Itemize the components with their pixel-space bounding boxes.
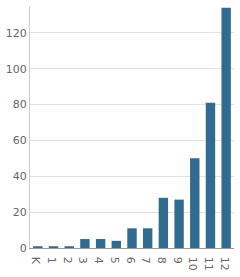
svg-text:40: 40 (13, 170, 27, 183)
svg-text:K: K (29, 257, 42, 265)
svg-text:9: 9 (171, 257, 184, 264)
svg-text:2: 2 (61, 257, 74, 264)
svg-text:80: 80 (13, 98, 27, 111)
svg-text:3: 3 (76, 257, 89, 264)
svg-text:12: 12 (218, 257, 231, 271)
svg-text:5: 5 (108, 257, 121, 264)
svg-text:60: 60 (13, 134, 27, 147)
svg-text:7: 7 (139, 257, 152, 264)
svg-text:0: 0 (20, 242, 27, 255)
svg-text:120: 120 (6, 27, 27, 40)
svg-text:4: 4 (92, 257, 105, 264)
svg-text:20: 20 (13, 206, 27, 219)
svg-text:11: 11 (202, 257, 215, 271)
svg-text:1: 1 (45, 257, 58, 264)
svg-text:6: 6 (124, 257, 137, 264)
svg-text:10: 10 (186, 257, 199, 271)
svg-text:8: 8 (155, 257, 168, 264)
svg-text:100: 100 (6, 63, 27, 76)
